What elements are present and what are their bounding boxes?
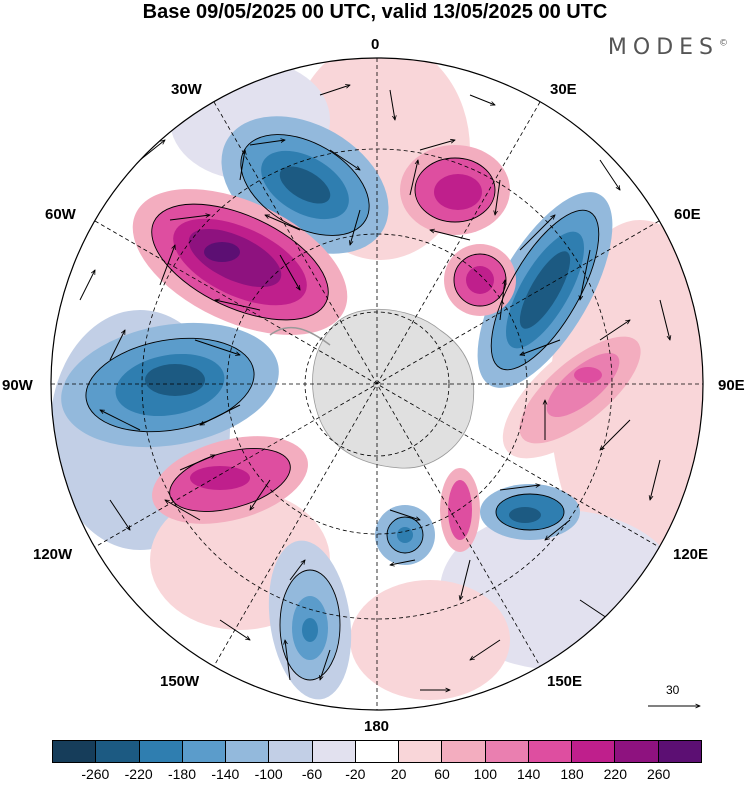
blue-center-60e [477, 192, 613, 388]
pink-center-60w [132, 189, 348, 335]
blue-center-160e [375, 505, 435, 565]
colorbar-segment [53, 741, 97, 762]
brand-name: MODES [607, 35, 719, 60]
graticule [51, 58, 703, 710]
colorbar-segment [528, 741, 573, 762]
anomaly-field [51, 58, 703, 710]
colorbar-tick-label: 140 [516, 766, 541, 782]
pink-center-90e [502, 321, 658, 459]
lon-label-30e: 30E [550, 81, 577, 98]
antarctica-landmass [312, 308, 475, 469]
colorbar-tick-label: -100 [254, 766, 283, 782]
lon-label-60e: 60E [674, 206, 701, 223]
colorbar-segment [182, 741, 227, 762]
pink-center-40e [444, 244, 516, 316]
colorbar-segment [399, 741, 443, 762]
colorbar-segment [658, 741, 701, 762]
colorbar-tick-label: 260 [646, 766, 671, 782]
blue-center-120e [480, 484, 580, 540]
colorbar-tick-label: 60 [434, 766, 450, 782]
brand-logo: MODES© [608, 35, 728, 60]
colorbar-tick-label: -20 [345, 766, 366, 782]
colorbar-tick-label: 20 [390, 766, 407, 782]
colorbar-segment [572, 741, 616, 762]
lon-label-120e: 120E [673, 546, 709, 563]
colorbar [52, 740, 702, 763]
pink-center-15e [400, 145, 510, 235]
colorbar-tick-label: -260 [81, 766, 110, 782]
colorbar-segment [269, 741, 313, 762]
map-border [50, 57, 704, 711]
colorbar-tick-labels: -260 -220 -180 -140 -100 -60 -20 20 60 100 140 180 2… [0, 766, 750, 784]
colorbar-segment [96, 741, 140, 762]
lon-label-90e: 90E [718, 377, 745, 394]
contours [85, 134, 600, 681]
colorbar-tick-label: -180 [167, 766, 197, 782]
colorbar-segment [355, 741, 400, 762]
colorbar-segment [615, 741, 659, 762]
lon-label-180: 180 [364, 718, 390, 735]
colorbar-tick-label: -140 [211, 766, 240, 782]
pink-center-120w [152, 436, 308, 524]
colorbar-tick-label: 220 [603, 766, 628, 782]
blue-center-30w [221, 116, 389, 254]
brand-mark: © [719, 38, 728, 49]
colorbar-segment [485, 741, 529, 762]
lon-label-90w: 90W [2, 377, 33, 394]
colorbar-tick-label: -220 [124, 766, 153, 782]
colorbar-tick-label: 180 [560, 766, 584, 782]
pink-center-150e [440, 468, 480, 552]
lon-label-0: 0 [371, 36, 380, 53]
lon-label-150w: 150W [160, 673, 200, 690]
blue-center-150w [268, 540, 352, 700]
lon-label-150e: 150E [547, 673, 583, 690]
colorbar-segment [139, 741, 183, 762]
vector-reference-label: 30 [666, 683, 680, 697]
map-title: Base 09/05/2025 00 UTC, valid 13/05/2025… [142, 1, 608, 23]
lon-label-60w: 60W [45, 206, 76, 223]
colorbar-tick-label: -60 [301, 766, 323, 782]
colorbar-segment [312, 741, 356, 762]
antarctic-peninsula [269, 326, 331, 346]
lon-label-30w: 30W [171, 81, 202, 98]
colorbar-segment [442, 741, 486, 762]
colorbar-segment [226, 741, 270, 762]
lon-label-120w: 120W [33, 546, 73, 563]
colorbar-tick-label: 100 [473, 766, 498, 782]
